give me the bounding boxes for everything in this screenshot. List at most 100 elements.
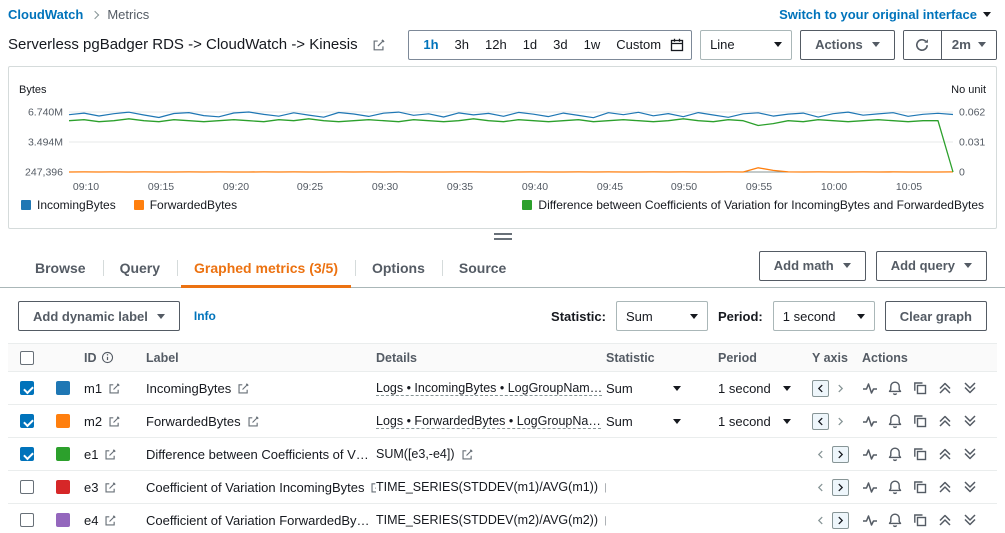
row-checkbox[interactable]	[20, 414, 34, 428]
duplicate-icon[interactable]	[912, 380, 928, 396]
tab-browse[interactable]: Browse	[35, 260, 86, 276]
y-axis-left-toggle[interactable]	[812, 446, 829, 463]
yaxis-toggle	[812, 511, 862, 529]
y-axis-right-toggle[interactable]	[832, 413, 849, 430]
move-down-icon[interactable]	[962, 512, 978, 528]
metric-label: IncomingBytes	[146, 380, 232, 396]
create-alarm-icon[interactable]	[887, 512, 903, 528]
row-checkbox[interactable]	[20, 480, 34, 494]
move-up-icon[interactable]	[937, 380, 953, 396]
move-up-icon[interactable]	[937, 446, 953, 462]
edit-id-icon[interactable]	[104, 514, 117, 527]
refresh-interval-select[interactable]: 2m	[941, 30, 996, 59]
legend-forwardedbytes[interactable]: ForwardedBytes	[133, 198, 237, 212]
y-axis-right-toggle[interactable]	[832, 445, 849, 463]
edit-details-icon[interactable]	[461, 448, 474, 461]
edit-label-icon[interactable]	[247, 415, 260, 428]
x-tick-label: 09:25	[297, 181, 323, 193]
y-axis-left-toggle[interactable]	[812, 479, 829, 496]
chart-resize-handle[interactable]	[493, 233, 512, 240]
statistic-dropdown[interactable]: Sum	[606, 381, 718, 396]
remove-metric-icon[interactable]	[987, 380, 989, 396]
sparkline-icon[interactable]	[862, 380, 878, 396]
breadcrumb-cloudwatch-link[interactable]: CloudWatch	[8, 7, 84, 22]
create-alarm-icon[interactable]	[887, 413, 903, 429]
edit-title-icon[interactable]	[372, 38, 386, 52]
time-range-1w[interactable]: 1w	[575, 31, 609, 58]
time-range-3d[interactable]: 3d	[545, 31, 576, 58]
add-query-button[interactable]: Add query	[875, 250, 987, 281]
switch-interface-link[interactable]: Switch to your original interface	[779, 7, 991, 22]
row-checkbox[interactable]	[20, 447, 34, 461]
duplicate-icon[interactable]	[912, 512, 928, 528]
legend-cv-difference[interactable]: Difference between Coefficients of Varia…	[522, 198, 984, 212]
time-range-1h[interactable]: 1h	[415, 31, 447, 58]
move-down-icon[interactable]	[962, 479, 978, 495]
info-icon[interactable]	[101, 351, 114, 364]
edit-id-icon[interactable]	[108, 415, 121, 428]
duplicate-icon[interactable]	[912, 413, 928, 429]
metric-id: m2	[84, 413, 103, 429]
move-down-icon[interactable]	[962, 413, 978, 429]
statistic-select[interactable]: Sum	[615, 301, 708, 331]
y-axis-left-toggle[interactable]	[812, 379, 829, 397]
metrics-chart[interactable]: Bytes No unit 6.740M 3.494M 247,396 0.06…	[9, 71, 996, 197]
edit-details-icon[interactable]	[604, 481, 606, 494]
y-axis-left-toggle[interactable]	[812, 412, 829, 430]
select-all-checkbox[interactable]	[20, 350, 34, 365]
statistic-value: Sum	[606, 380, 633, 396]
y-axis-left-toggle[interactable]	[812, 512, 829, 529]
move-up-icon[interactable]	[937, 512, 953, 528]
tab-query[interactable]: Query	[102, 248, 177, 287]
sparkline-icon[interactable]	[862, 512, 878, 528]
add-math-button[interactable]: Add math	[758, 250, 866, 281]
move-up-icon[interactable]	[937, 413, 953, 429]
move-down-icon[interactable]	[962, 380, 978, 396]
sparkline-icon[interactable]	[862, 479, 878, 495]
time-range-custom[interactable]: Custom	[608, 31, 670, 58]
tab-source[interactable]: Source	[441, 248, 523, 287]
edit-label-icon[interactable]	[237, 382, 250, 395]
remove-metric-icon[interactable]	[987, 479, 989, 495]
duplicate-icon[interactable]	[912, 446, 928, 462]
add-dynamic-label-button[interactable]: Add dynamic label	[18, 301, 180, 331]
create-alarm-icon[interactable]	[887, 479, 903, 495]
remove-metric-icon[interactable]	[987, 413, 989, 429]
refresh-button[interactable]	[903, 30, 942, 59]
actions-button[interactable]: Actions	[800, 29, 895, 60]
y-axis-right-toggle[interactable]	[832, 380, 849, 397]
statistic-dropdown[interactable]: Sum	[606, 414, 718, 429]
move-up-icon[interactable]	[937, 479, 953, 495]
sparkline-icon[interactable]	[862, 446, 878, 462]
period-dropdown[interactable]: 1 second	[718, 414, 812, 429]
chart-type-select[interactable]: Line	[700, 29, 793, 60]
edit-id-icon[interactable]	[108, 382, 121, 395]
y-axis-right-toggle[interactable]	[832, 511, 849, 529]
remove-metric-icon[interactable]	[987, 446, 989, 462]
time-range-3h[interactable]: 3h	[446, 31, 477, 58]
row-checkbox[interactable]	[20, 381, 34, 395]
period-select[interactable]: 1 second	[772, 301, 875, 331]
time-range-1d[interactable]: 1d	[514, 31, 546, 58]
clear-graph-button[interactable]: Clear graph	[884, 301, 987, 331]
period-dropdown[interactable]: 1 second	[718, 381, 812, 396]
time-range-12h[interactable]: 12h	[477, 31, 515, 58]
move-down-icon[interactable]	[962, 446, 978, 462]
metric-details: SUM([e3,-e4])	[376, 447, 455, 461]
remove-metric-icon[interactable]	[987, 512, 989, 528]
create-alarm-icon[interactable]	[887, 446, 903, 462]
legend-incomingbytes[interactable]: IncomingBytes	[21, 198, 116, 212]
metric-details: Logs • IncomingBytes • LogGroupNam…	[376, 380, 603, 396]
sparkline-icon[interactable]	[862, 413, 878, 429]
duplicate-icon[interactable]	[912, 479, 928, 495]
calendar-icon[interactable]	[669, 37, 685, 53]
info-link[interactable]: Info	[193, 309, 216, 323]
edit-id-icon[interactable]	[104, 448, 117, 461]
row-checkbox[interactable]	[20, 513, 34, 527]
edit-details-icon[interactable]	[604, 514, 606, 527]
y-axis-right-toggle[interactable]	[832, 478, 849, 496]
create-alarm-icon[interactable]	[887, 380, 903, 396]
edit-id-icon[interactable]	[104, 481, 117, 494]
tab-graphed-metrics[interactable]: Graphed metrics (3/5)	[177, 248, 355, 288]
tab-options[interactable]: Options	[354, 248, 442, 287]
